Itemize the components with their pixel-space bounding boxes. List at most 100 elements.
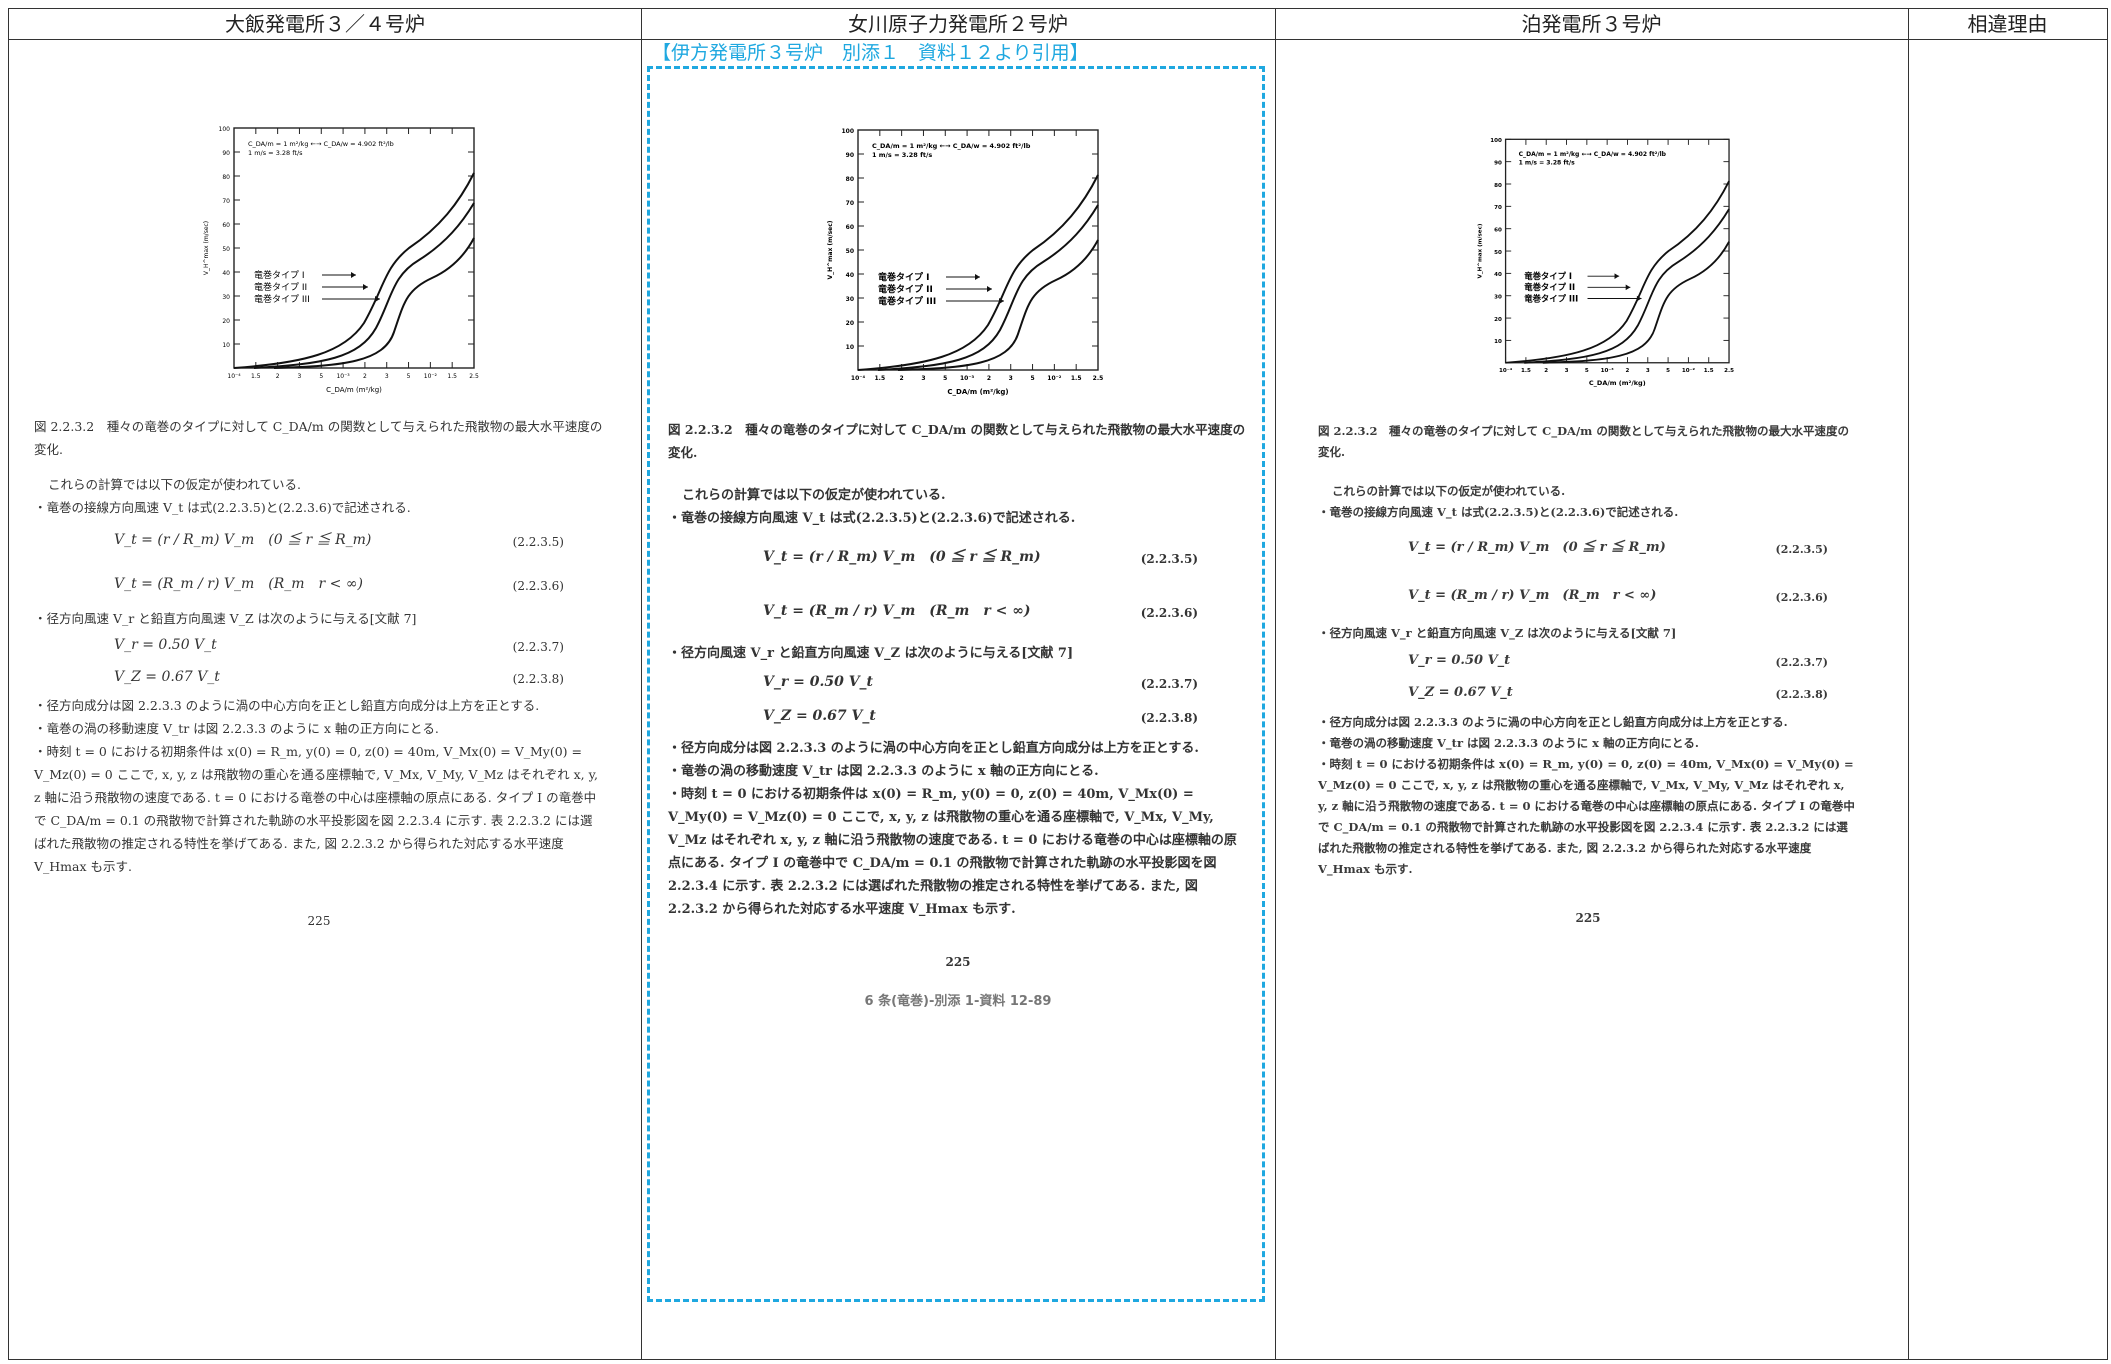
conversion-note: 1 m/s = 3.28 ft/s (872, 151, 932, 159)
column-divider (1275, 9, 1276, 1359)
curve-label: 竜巻タイプ III (878, 295, 936, 307)
x-tick-label: 10⁻³ (960, 375, 975, 382)
equation: V_t = (r / R_m) V_m (0 ≦ r ≦ R_m) (2.2.3.… (1408, 540, 1828, 556)
y-tick-label: 10 (1494, 339, 1502, 345)
arrow-head (1636, 295, 1642, 302)
page-number: 225 (307, 914, 331, 928)
tornado-curve-3 (1542, 241, 1730, 364)
equation: V_Z = 0.67 V_t (2.2.3.8) (114, 669, 564, 686)
paragraph: ・竜巻の接線方向風速 V_t は式(2.2.3.5)と(2.2.3.6)で記述さ… (34, 500, 411, 515)
column-divider (641, 9, 642, 1359)
x-tick-label: 2 (276, 373, 280, 380)
comparison-table: 大飯発電所３／４号炉 女川原子力発電所２号炉 泊発電所３号炉 相違理由 (8, 8, 2108, 1360)
x-tick-label: 1.5 (251, 373, 261, 380)
paragraph: ・径方向風速 V_r と鉛直方向風速 V_Z は次のように与える[文献 7] (1318, 626, 1677, 640)
y-tick-label: 60 (1494, 227, 1502, 233)
table-header: 大飯発電所３／４号炉 女川原子力発電所２号炉 泊発電所３号炉 相違理由 (9, 9, 2107, 40)
y-tick-label: 90 (1494, 160, 1502, 166)
y-axis-label: V_H^max (m/sec) (827, 220, 834, 279)
x-tick-label: 10⁻² (424, 373, 438, 380)
tornado-curve-1 (233, 172, 475, 369)
y-tick-label: 40 (846, 272, 854, 279)
x-tick-label: 5 (1030, 375, 1034, 382)
x-tick-label: 1.5 (447, 373, 457, 380)
x-tick-label: 5 (407, 373, 411, 380)
header-reason: 相違理由 (1967, 12, 2048, 36)
column-ohi: 100 90 80 70 60 50 40 30 20 10 10⁻⁴ 1.5 2 3 5 10⁻³ 2 3 5 10… (34, 118, 604, 933)
x-tick-label: 1.5 (1071, 375, 1082, 382)
page-number: 225 (945, 955, 971, 969)
x-tick-label: 5 (1666, 368, 1670, 374)
x-tick-label: 1.5 (1704, 368, 1714, 374)
tornado-curve-3 (273, 237, 475, 369)
y-tick-label: 30 (1494, 295, 1502, 301)
figure-caption: 図 2.2.3.2 種々の竜巻のタイプに対して C_DA/m の関数として与えら… (34, 419, 603, 457)
x-tick-label: 3 (1009, 375, 1013, 382)
curve-label: 竜巻タイプ II (878, 283, 933, 295)
arrow-head (987, 286, 992, 292)
velocity-chart: 100 90 80 70 60 50 40 30 20 10 10⁻⁴ 1.5 2 3 5 10⁻³ 2 3 5 10… (827, 128, 1104, 396)
arrow-head (975, 274, 980, 280)
y-tick-label: 50 (222, 246, 230, 253)
x-axis-label: C_DA/m (m²/kg) (326, 386, 382, 394)
paragraph: ・径方向成分は図 2.2.3.3 のように渦の中心方向を正とし鉛直方向成分は上方… (668, 741, 1199, 756)
curve-label: 竜巻タイプ II (254, 281, 307, 293)
y-tick-label: 30 (846, 296, 854, 303)
equation: V_t = (R_m / r) V_m (R_m r < ∞) (2.2.3.6) (114, 576, 564, 593)
paragraph: これらの計算では以下の仮定が使われている. (1332, 484, 1566, 498)
equation: V_Z = 0.67 V_t (2.2.3.8) (1408, 685, 1828, 701)
x-tick-label: 3 (1646, 368, 1650, 374)
plot-frame (233, 127, 475, 369)
x-tick-label: 10⁻² (1682, 367, 1696, 374)
x-tick-label: 2 (900, 375, 904, 382)
x-tick-label: 10⁻⁴ (1499, 367, 1513, 374)
paragraph: ・竜巻の渦の移動速度 V_tr は図 2.2.3.3 のように x 軸の正方向に… (1318, 736, 1699, 750)
arrow-head (363, 284, 368, 290)
column-divider (1908, 9, 1909, 1359)
y-tick-label: 40 (1494, 272, 1502, 278)
equation: V_t = (R_m / r) V_m (R_m r < ∞) (2.2.3.6) (763, 603, 1198, 620)
curve-label: 竜巻タイプ III (254, 293, 310, 305)
x-tick-label: 2 (1626, 368, 1630, 374)
equation: V_r = 0.50 V_t (2.2.3.7) (114, 637, 564, 654)
paragraph: ・竜巻の接線方向風速 V_t は式(2.2.3.5)と(2.2.3.6)で記述さ… (668, 511, 1076, 526)
y-axis-label: V_H^max (m/sec) (1477, 223, 1483, 278)
x-tick-label: 10⁻² (1047, 375, 1062, 382)
citation-dashed-box (647, 66, 1265, 1302)
y-tick-label: 50 (846, 248, 854, 255)
equation: V_r = 0.50 V_t (2.2.3.7) (1408, 653, 1828, 669)
x-tick-label: 5 (319, 373, 323, 380)
equation: V_t = (r / R_m) V_m (0 ≦ r ≦ R_m) (2.2.3.… (763, 549, 1198, 566)
curve-label: 竜巻タイプ I (1524, 271, 1572, 281)
tornado-curve-1 (857, 174, 1099, 371)
conversion-note: 1 m/s = 3.28 ft/s (248, 149, 303, 157)
x-tick-label: 3 (298, 373, 302, 380)
arrow-head (1614, 273, 1620, 279)
plot-frame (1504, 138, 1730, 364)
figure-ohi: 100 90 80 70 60 50 40 30 20 10 10⁻⁴ 1.5 2 3 5 10⁻³ 2 3 5 10… (194, 118, 604, 415)
paragraph: これらの計算では以下の仮定が使われている. (682, 488, 946, 503)
equation: V_r = 0.50 V_t (2.2.3.7) (763, 674, 1198, 691)
y-tick-label: 90 (846, 152, 854, 159)
y-axis-label: V_H^max (m/sec) (203, 221, 210, 275)
y-tick-label: 50 (1494, 250, 1502, 256)
x-tick-label: 2 (1544, 368, 1548, 374)
paragraph: ・時刻 t = 0 における初期条件は x(0) = R_m, y(0) = 0… (34, 744, 598, 874)
y-tick-label: 20 (222, 318, 230, 325)
y-tick-label: 40 (222, 270, 230, 277)
citation-label: 【伊方発電所３号炉 別添１ 資料１２より引用】 (652, 42, 1089, 64)
x-tick-label: 3 (921, 375, 925, 382)
x-axis-label: C_DA/m (m²/kg) (1589, 379, 1646, 387)
tornado-curve-3 (897, 239, 1099, 371)
plot-frame (857, 129, 1099, 371)
header-tomari: 泊発電所３号炉 (1521, 12, 1662, 36)
tornado-curve-2 (877, 204, 1099, 371)
curve-label: 竜巻タイプ I (878, 271, 929, 283)
tornado-curve-2 (1524, 208, 1730, 364)
x-tick-label: 2.5 (1093, 375, 1104, 382)
equation: V_t = (R_m / r) V_m (R_m r < ∞) (2.2.3.6) (1408, 588, 1828, 604)
page-number: 225 (1575, 911, 1601, 925)
curve-label: 竜巻タイプ I (254, 269, 305, 281)
page-footer: 6 条(竜巻)-別添 1-資料 12-89 (864, 994, 1052, 1009)
paragraph: ・径方向風速 V_r と鉛直方向風速 V_Z は次のように与える[文献 7] (34, 611, 417, 626)
